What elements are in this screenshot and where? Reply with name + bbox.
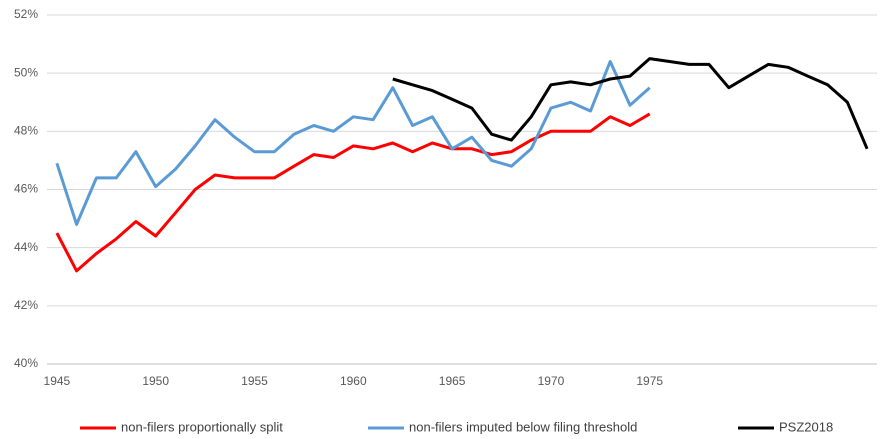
x-tick-label: 1975 [636,374,663,388]
y-tick-label: 52% [14,7,38,21]
series-line [55,112,651,273]
legend-label: non-filers proportionally split [121,419,283,434]
series-line [392,57,869,150]
y-tick-label: 44% [14,240,38,254]
x-tick-label: 1965 [439,374,466,388]
x-tick-label: 1960 [340,374,367,388]
series-line [55,60,651,226]
y-tick-label: 46% [14,182,38,196]
y-tick-label: 48% [14,124,38,138]
y-tick-label: 40% [14,356,38,370]
legend-label: PSZ2018 [779,419,833,434]
x-tick-label: 1970 [538,374,565,388]
x-tick-label: 1950 [142,374,169,388]
x-tick-label: 1955 [241,374,268,388]
x-tick-label: 1945 [44,374,71,388]
y-tick-label: 42% [14,298,38,312]
y-tick-label: 50% [14,65,38,79]
legend-label: non-filers imputed below filing threshol… [409,419,637,434]
